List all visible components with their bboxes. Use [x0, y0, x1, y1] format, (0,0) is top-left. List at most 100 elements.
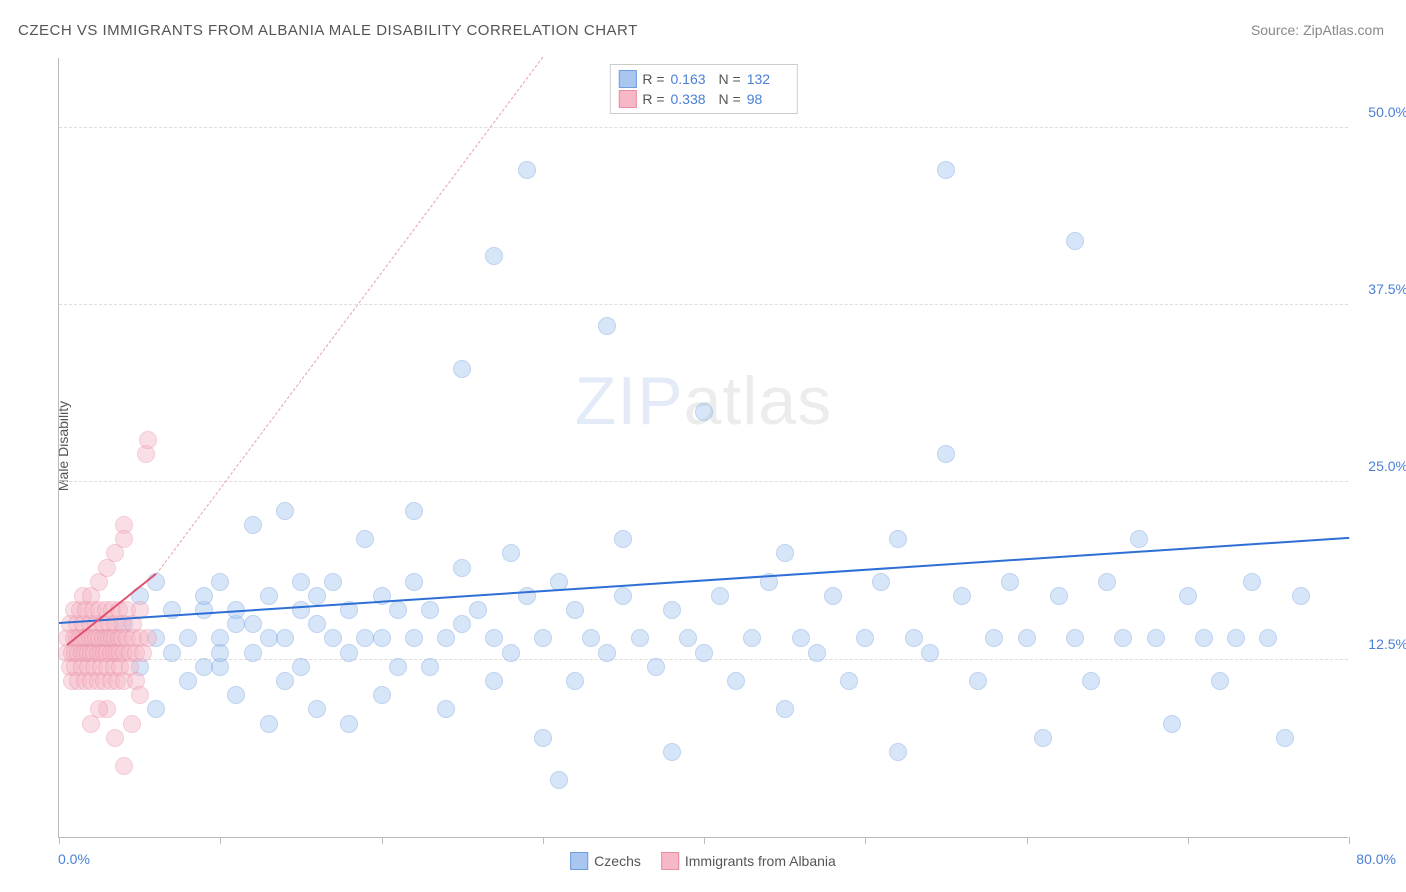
scatter-point: [115, 530, 133, 548]
scatter-point: [856, 629, 874, 647]
scatter-point: [211, 644, 229, 662]
scatter-point: [244, 644, 262, 662]
scatter-point: [308, 700, 326, 718]
scatter-point: [179, 629, 197, 647]
scatter-point: [453, 615, 471, 633]
scatter-point: [921, 644, 939, 662]
legend-item: Immigrants from Albania: [661, 852, 836, 870]
scatter-point: [308, 587, 326, 605]
scatter-point: [1211, 672, 1229, 690]
scatter-point: [276, 672, 294, 690]
scatter-point: [227, 686, 245, 704]
scatter-point: [292, 658, 310, 676]
scatter-point: [1163, 715, 1181, 733]
scatter-point: [115, 757, 133, 775]
scatter-point: [1001, 573, 1019, 591]
scatter-point: [1147, 629, 1165, 647]
scatter-point: [566, 672, 584, 690]
x-tick: [1349, 837, 1350, 844]
scatter-point: [260, 587, 278, 605]
scatter-point: [485, 247, 503, 265]
scatter-point: [1243, 573, 1261, 591]
scatter-point: [1066, 629, 1084, 647]
r-label: R =: [642, 89, 664, 109]
scatter-point: [534, 729, 552, 747]
scatter-point: [356, 530, 374, 548]
scatter-point: [1130, 530, 1148, 548]
scatter-point: [614, 587, 632, 605]
y-tick-label: 12.5%: [1353, 636, 1406, 652]
scatter-point: [147, 700, 165, 718]
plot-area: ZIPatlas R =0.163N =132R =0.338N =98 12.…: [58, 58, 1348, 838]
scatter-point: [437, 700, 455, 718]
scatter-point: [1276, 729, 1294, 747]
scatter-point: [647, 658, 665, 676]
scatter-point: [872, 573, 890, 591]
legend-swatch: [618, 70, 636, 88]
scatter-point: [244, 615, 262, 633]
scatter-point: [663, 601, 681, 619]
scatter-point: [937, 445, 955, 463]
scatter-point: [937, 161, 955, 179]
scatter-point: [1259, 629, 1277, 647]
legend-swatch: [661, 852, 679, 870]
n-label: N =: [719, 89, 741, 109]
x-axis-min-label: 0.0%: [58, 851, 90, 867]
scatter-point: [405, 502, 423, 520]
scatter-point: [211, 573, 229, 591]
scatter-point: [518, 587, 536, 605]
scatter-point: [1082, 672, 1100, 690]
scatter-point: [485, 672, 503, 690]
scatter-point: [518, 161, 536, 179]
scatter-point: [421, 658, 439, 676]
scatter-point: [106, 729, 124, 747]
scatter-point: [405, 573, 423, 591]
scatter-point: [244, 516, 262, 534]
y-tick-label: 37.5%: [1353, 281, 1406, 297]
scatter-point: [743, 629, 761, 647]
scatter-point: [727, 672, 745, 690]
scatter-point: [1195, 629, 1213, 647]
scatter-point: [1018, 629, 1036, 647]
scatter-point: [598, 317, 616, 335]
scatter-point: [905, 629, 923, 647]
scatter-point: [292, 573, 310, 591]
scatter-point: [1227, 629, 1245, 647]
legend-swatch: [570, 852, 588, 870]
scatter-point: [792, 629, 810, 647]
scatter-point: [389, 658, 407, 676]
trend-line: [59, 537, 1349, 624]
scatter-point: [324, 573, 342, 591]
r-value: 0.338: [671, 89, 713, 109]
x-tick: [865, 837, 866, 844]
scatter-point: [195, 587, 213, 605]
chart-title: CZECH VS IMMIGRANTS FROM ALBANIA MALE DI…: [18, 22, 638, 39]
y-tick-label: 50.0%: [1353, 104, 1406, 120]
scatter-point: [292, 601, 310, 619]
grid-line: [59, 481, 1348, 482]
scatter-point: [131, 686, 149, 704]
x-tick: [1027, 837, 1028, 844]
scatter-point: [582, 629, 600, 647]
scatter-point: [453, 360, 471, 378]
scatter-point: [139, 431, 157, 449]
scatter-point: [985, 629, 1003, 647]
scatter-point: [1114, 629, 1132, 647]
legend-label: Czechs: [594, 853, 641, 869]
legend-item: Czechs: [570, 852, 641, 870]
scatter-point: [550, 771, 568, 789]
scatter-point: [840, 672, 858, 690]
scatter-point: [1066, 232, 1084, 250]
trend-line: [155, 56, 543, 574]
scatter-point: [1034, 729, 1052, 747]
x-axis-max-label: 80.0%: [1356, 851, 1396, 867]
x-tick: [382, 837, 383, 844]
n-value: 132: [747, 69, 789, 89]
scatter-point: [389, 601, 407, 619]
scatter-point: [679, 629, 697, 647]
scatter-point: [631, 629, 649, 647]
scatter-point: [953, 587, 971, 605]
legend-label: Immigrants from Albania: [685, 853, 836, 869]
scatter-point: [695, 644, 713, 662]
n-label: N =: [719, 69, 741, 89]
